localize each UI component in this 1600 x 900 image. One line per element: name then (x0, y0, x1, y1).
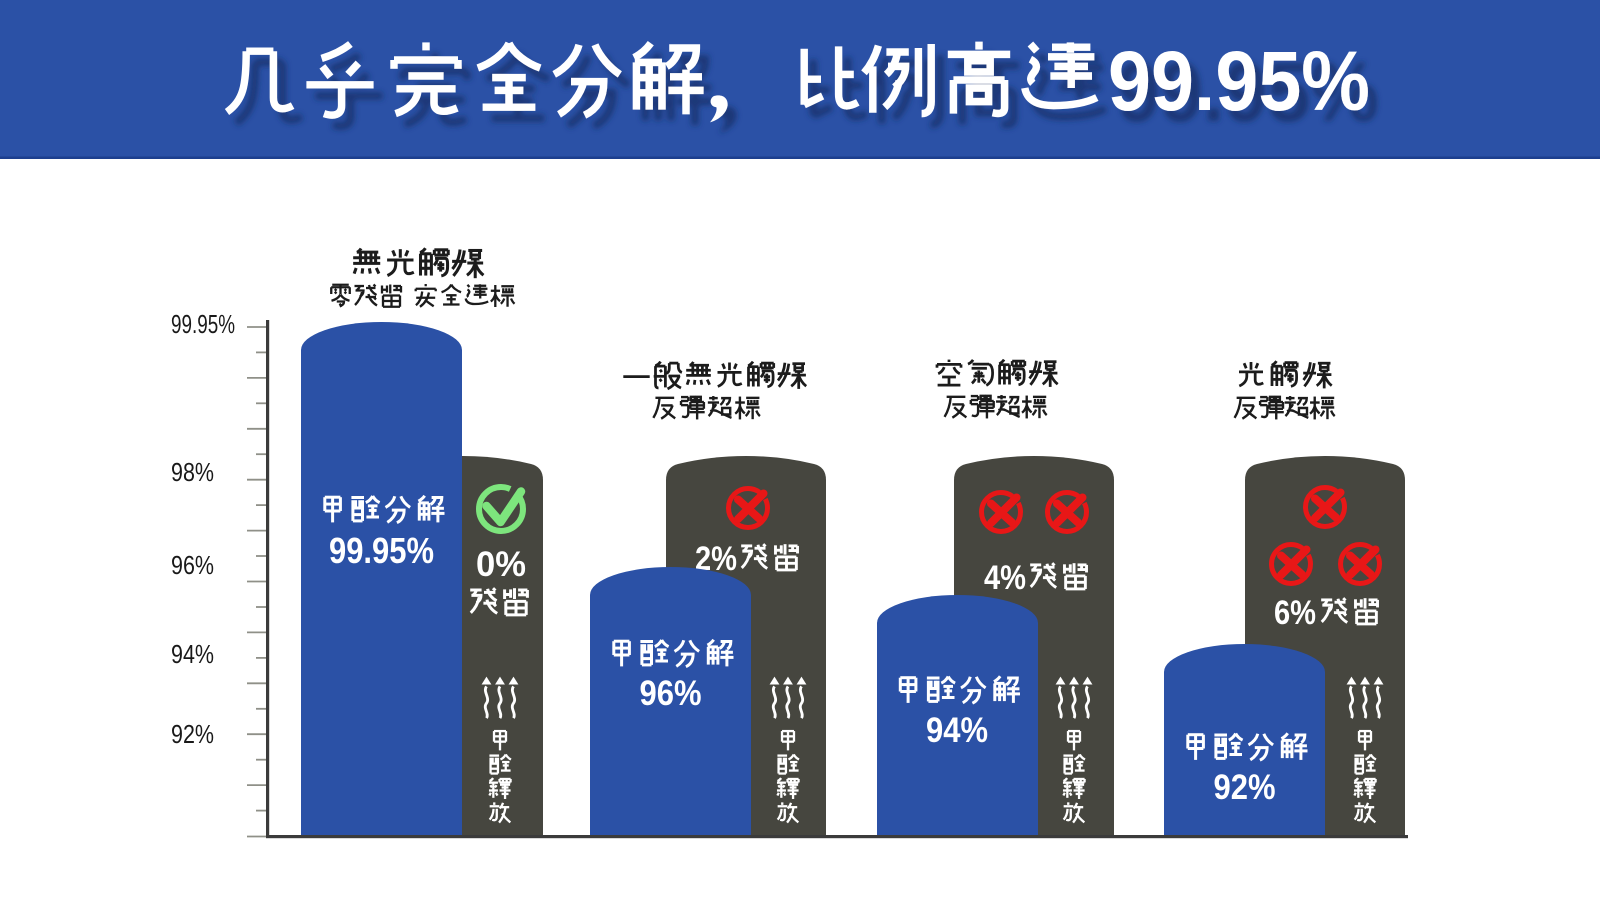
svg-text:98%: 98% (171, 457, 214, 487)
svg-text:99.95%: 99.95% (1108, 34, 1370, 128)
svg-text:99.95%: 99.95% (171, 309, 235, 339)
svg-text:99.95%: 99.95% (329, 530, 434, 571)
svg-text:0%: 0% (476, 545, 526, 584)
svg-text:94%: 94% (926, 711, 988, 750)
svg-text:92%: 92% (1214, 768, 1276, 807)
svg-text:6%: 6% (1274, 594, 1316, 632)
svg-text:96%: 96% (171, 550, 214, 580)
svg-text:96%: 96% (640, 674, 702, 713)
svg-text:94%: 94% (171, 639, 214, 669)
svg-text:4%: 4% (984, 559, 1026, 597)
svg-text:92%: 92% (171, 719, 214, 749)
